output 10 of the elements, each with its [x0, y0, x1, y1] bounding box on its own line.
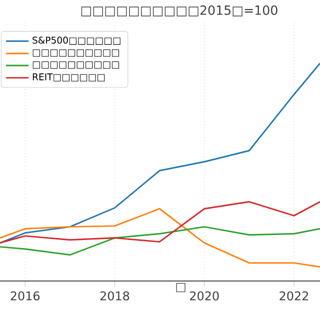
x-axis-title: □ [176, 283, 186, 292]
legend-label: S&P500□□□□□□ [32, 36, 120, 45]
legend-label: □□□□□□□□□□ [32, 50, 120, 57]
x-tick-label: 2022 [280, 291, 308, 300]
x-tick-label: 2016 [10, 291, 40, 300]
x-tick-label: 2020 [190, 291, 219, 300]
legend-label: REIT□□□□□□ [32, 73, 105, 82]
x-tick-label: 2018 [100, 291, 130, 300]
chart-title: □□□□□□□□□□2015□=100 [81, 5, 278, 16]
legend-label: □□□□□□□□□□ [32, 61, 120, 69]
